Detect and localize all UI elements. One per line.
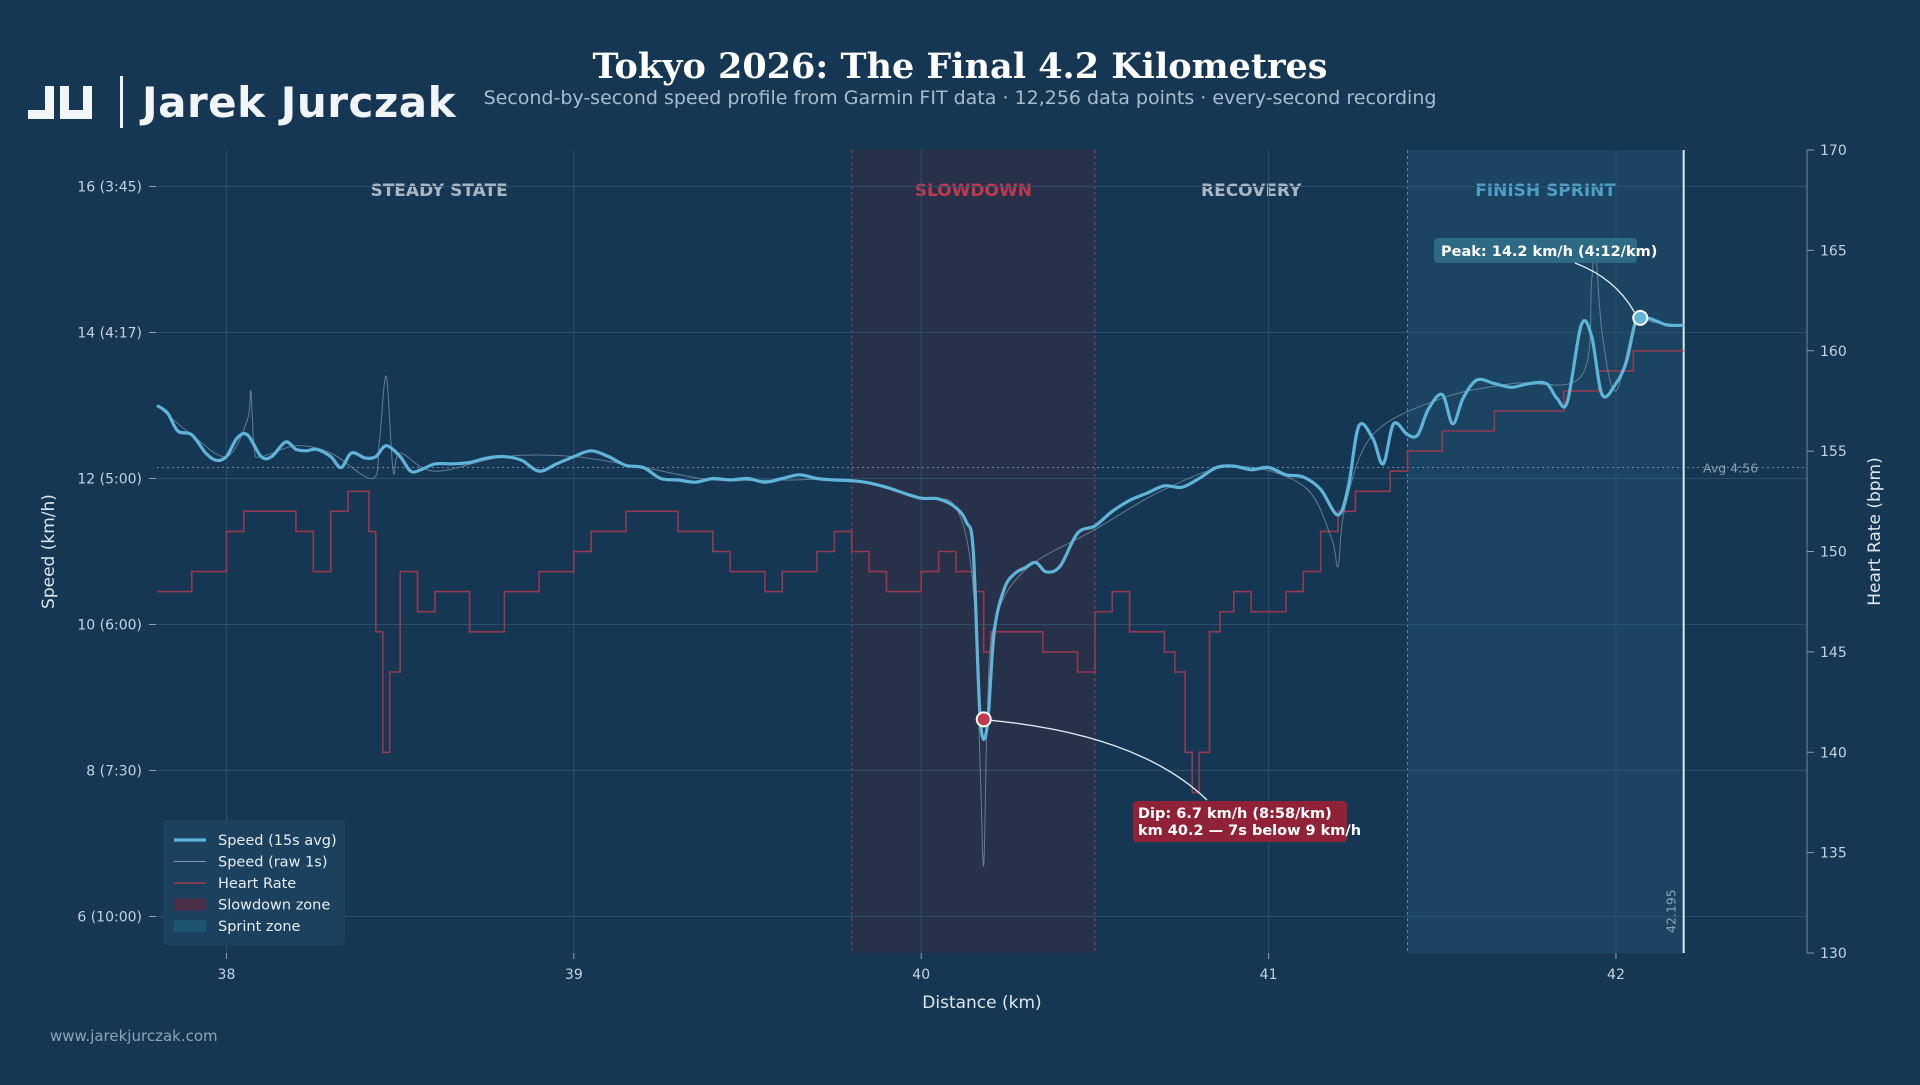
- dip-annotation-line-2: km 40.2 — 7s below 9 km/h: [1138, 823, 1361, 839]
- grid-layer: Avg 4:56 42.195: [157, 150, 1807, 953]
- y-tick-label-6: 6 (10:00): [77, 910, 142, 926]
- zone-label-steady-state: STEADY STATE: [370, 181, 507, 201]
- peak-annotation-text: Peak: 14.2 km/h (4:12/km): [1441, 244, 1657, 260]
- finish-label: 42.195: [1664, 889, 1679, 933]
- x-tick-label-40: 40: [912, 967, 930, 983]
- y2-tick-label-145: 145: [1820, 645, 1847, 661]
- x-tick-label-41: 41: [1260, 967, 1278, 983]
- footer-url[interactable]: www.jarekjurczak.com: [50, 1027, 218, 1045]
- y2-tick-label-135: 135: [1820, 846, 1847, 862]
- dip-annotation-arrow: [991, 719, 1208, 801]
- zone-label-finish-sprint: FINISH SPRINT: [1475, 181, 1616, 201]
- y2-tick-label-150: 150: [1820, 545, 1847, 561]
- average-label: Avg 4:56: [1703, 461, 1758, 476]
- x-tick-label-39: 39: [565, 967, 583, 983]
- dip-annotation-box: [1133, 801, 1347, 842]
- zone-label-slowdown: SLOWDOWN: [915, 181, 1032, 201]
- y-axis-label: Speed (km/h): [39, 494, 59, 609]
- y2-tick-label-155: 155: [1820, 444, 1847, 460]
- y-tick-label-12: 12 (5:00): [77, 472, 142, 488]
- peak-marker: [1632, 309, 1649, 326]
- heart-rate-line: [157, 350, 1684, 794]
- axes-layer: 38 39 40 41 42 6 (10:00) 8 (7:30) 10 (6:00) 12 (…: [39, 143, 1885, 1013]
- logo-mark-icon: [28, 76, 123, 128]
- sprint-zone: [1407, 150, 1684, 953]
- annotations-layer: Peak: 14.2 km/h (4:12/km) Dip: 6.7 km/h (…: [975, 238, 1657, 842]
- y-tick-label-16: 16 (3:45): [77, 180, 142, 196]
- y2-tick-label-160: 160: [1820, 344, 1847, 360]
- y2-tick-label-140: 140: [1820, 745, 1847, 761]
- x-tick-label-38: 38: [218, 967, 236, 983]
- speed-avg-line: [156, 312, 1684, 742]
- logo: Jarek Jurczak: [28, 74, 456, 130]
- legend-label-1: Speed (raw 1s): [218, 855, 327, 871]
- y2-axis-label: Heart Rate (bpm): [1865, 457, 1885, 606]
- legend-layer: Speed (15s avg) Speed (raw 1s) Heart Rate S…: [163, 820, 345, 945]
- legend-swatch-sprint: [174, 920, 206, 932]
- logo-name: Jarek Jurczak: [142, 77, 457, 127]
- y-tick-label-8: 8 (7:30): [86, 764, 142, 780]
- zone-label-recovery: RECOVERY: [1201, 181, 1302, 201]
- dip-annotation-line-1: Dip: 6.7 km/h (8:58/km): [1138, 806, 1332, 822]
- peak-annotation-box: [1434, 238, 1637, 263]
- x-axis-label: Distance (km): [922, 993, 1041, 1013]
- legend-label-4: Sprint zone: [218, 919, 301, 935]
- chart-subtitle: Second-by-second speed profile from Garm…: [483, 87, 1437, 109]
- legend-swatch-slowdown: [174, 898, 206, 911]
- zones-layer: STEADY STATE SLOWDOWN RECOVERY FINISH SPRIN…: [370, 150, 1684, 953]
- peak-annotation-arrow: [1574, 262, 1635, 313]
- x-tick-label-42: 42: [1607, 967, 1625, 983]
- y-tick-label-14: 14 (4:17): [77, 326, 142, 342]
- y-tick-label-10: 10 (6:00): [77, 618, 142, 634]
- dip-marker: [975, 711, 992, 728]
- legend-box: [163, 820, 345, 945]
- legend-label-3: Slowdown zone: [218, 898, 330, 914]
- y2-tick-label-170: 170: [1820, 143, 1847, 159]
- y2-tick-label-165: 165: [1820, 243, 1847, 259]
- legend-label-0: Speed (15s avg): [218, 833, 337, 849]
- y2-tick-label-130: 130: [1820, 946, 1847, 962]
- chart-title: Tokyo 2026: The Final 4.2 Kilometres: [592, 46, 1328, 87]
- legend-label-2: Heart Rate: [218, 876, 296, 892]
